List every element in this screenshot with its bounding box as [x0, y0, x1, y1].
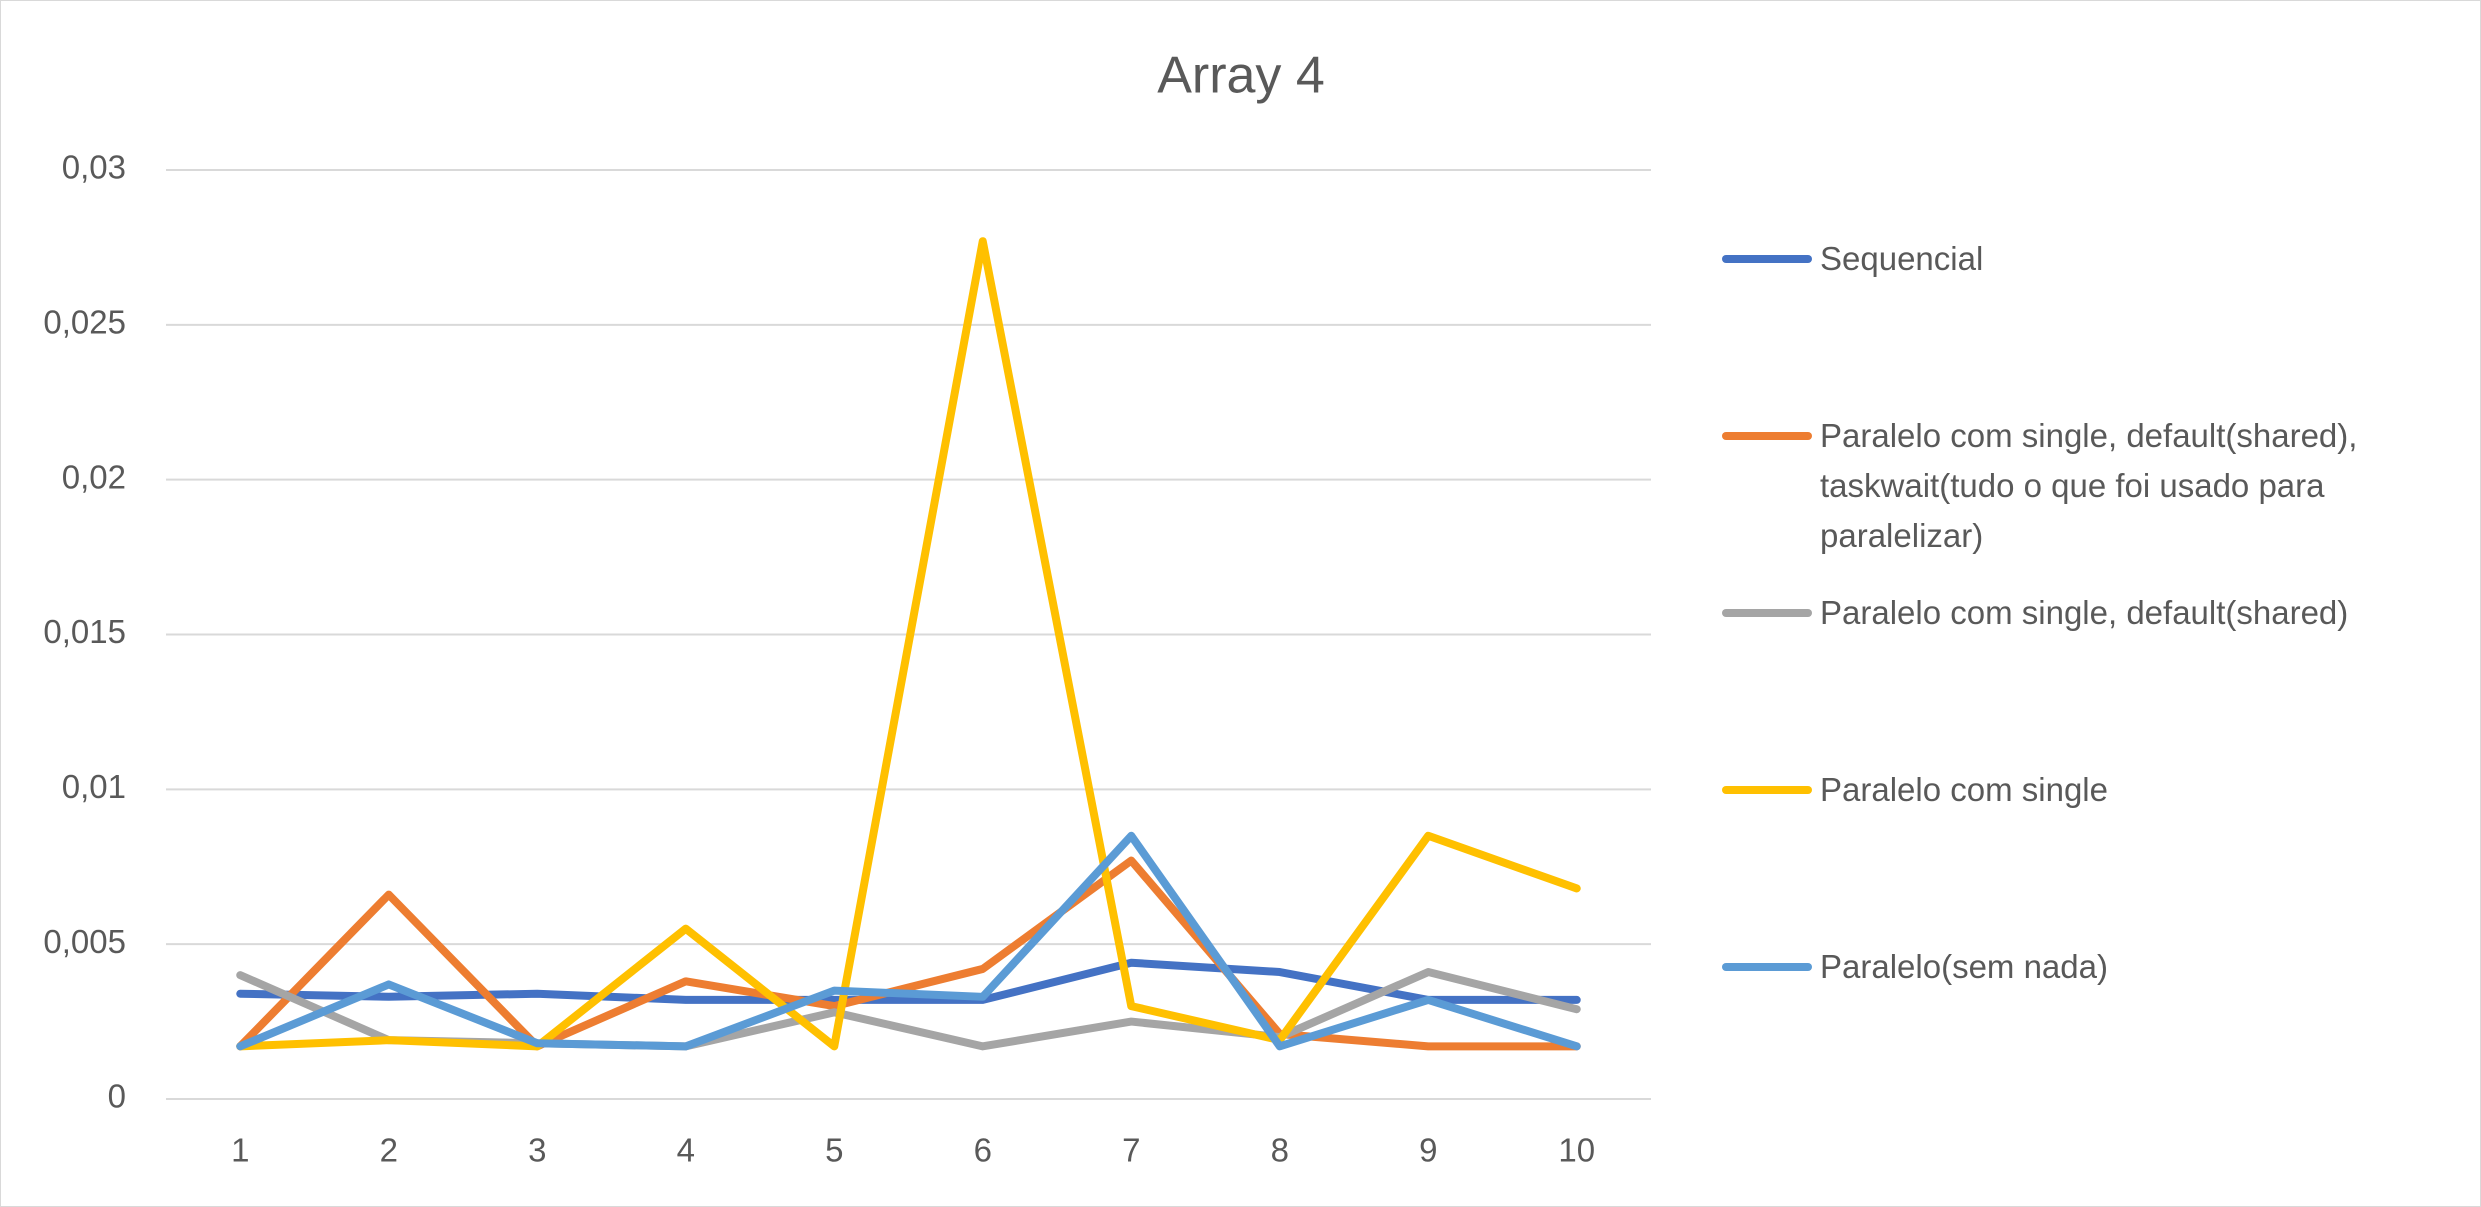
y-tick-label: 0,02 — [62, 458, 126, 495]
legend-item: Paralelo com single, default(shared) — [1722, 588, 2445, 638]
data-line — [236, 237, 1581, 1051]
data-line — [236, 831, 1581, 1051]
data-line — [236, 958, 1581, 1004]
y-tick-label: 0,025 — [43, 304, 126, 341]
data-line — [236, 856, 1581, 1051]
x-tick-label: 9 — [1419, 1132, 1437, 1169]
x-tick-label: 1 — [231, 1132, 249, 1169]
legend-marker — [1722, 255, 1812, 263]
y-tick-label: 0,015 — [43, 613, 126, 650]
y-tick-label: 0,005 — [43, 923, 126, 960]
legend-item: Paralelo(sem nada) — [1722, 942, 2445, 992]
x-tick-label: 5 — [825, 1132, 843, 1169]
x-tick-label: 3 — [528, 1132, 546, 1169]
legend-item: Sequencial — [1722, 234, 2445, 284]
legend-marker — [1722, 432, 1812, 440]
x-tick-label: 8 — [1271, 1132, 1289, 1169]
legend-label: Paralelo com single — [1820, 771, 2108, 808]
legend-marker — [1722, 786, 1812, 794]
x-tick-label: 6 — [974, 1132, 992, 1169]
legend-label: Sequencial — [1820, 240, 1984, 277]
x-tick-label: 10 — [1558, 1132, 1595, 1169]
legend-item: Paralelo com single — [1722, 765, 2445, 815]
x-tick-label: 7 — [1122, 1132, 1140, 1169]
legend-label: Paralelo(sem nada) — [1820, 948, 2108, 985]
x-tick-label: 4 — [677, 1132, 695, 1169]
legend-marker — [1722, 963, 1812, 971]
y-tick-label: 0 — [108, 1078, 126, 1115]
legend-label: Paralelo com single, default(shared), ta… — [1820, 417, 2358, 554]
legend-item: Paralelo com single, default(shared), ta… — [1722, 411, 2445, 561]
x-tick-label: 2 — [380, 1132, 398, 1169]
legend-marker — [1722, 609, 1812, 617]
y-tick-label: 0,01 — [62, 768, 126, 805]
chart-title: Array 4 — [1157, 47, 1325, 105]
legend-label: Paralelo com single, default(shared) — [1820, 594, 2349, 631]
y-tick-label: 0,03 — [62, 149, 126, 186]
